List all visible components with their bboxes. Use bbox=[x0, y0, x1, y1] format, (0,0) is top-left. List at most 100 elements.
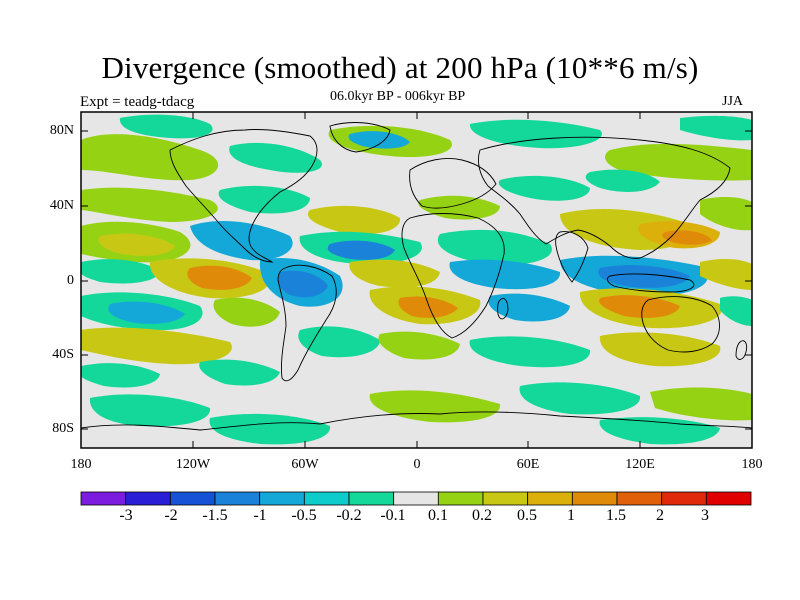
colorbar-label: 0.1 bbox=[428, 507, 448, 524]
colorbar-label: 0.5 bbox=[517, 507, 537, 524]
colorbar bbox=[80, 491, 752, 506]
colorbar-label: 1.5 bbox=[606, 507, 626, 524]
lat-label-80n: 80N bbox=[49, 123, 74, 138]
contour-fill bbox=[307, 205, 401, 235]
contour-fill bbox=[437, 229, 552, 265]
contour-fill bbox=[278, 270, 328, 298]
coastline-greenland bbox=[329, 122, 391, 153]
contour-fill bbox=[469, 336, 591, 368]
lon-label-60w: 60W bbox=[291, 457, 319, 472]
lat-label-0: 0 bbox=[67, 273, 74, 288]
contour-fill bbox=[680, 115, 752, 141]
contour-fill bbox=[190, 221, 293, 261]
contour-fill bbox=[81, 327, 232, 365]
coastline-india bbox=[555, 231, 589, 283]
contour-fill bbox=[348, 131, 410, 149]
lon-label-60e: 60E bbox=[516, 457, 540, 472]
contour-fill bbox=[119, 114, 213, 139]
contour-fill bbox=[89, 394, 211, 427]
coastline-europe bbox=[409, 158, 497, 209]
colorbar-swatch bbox=[527, 491, 573, 506]
coastline-north-america bbox=[169, 129, 318, 263]
colorbar-label: -2 bbox=[164, 507, 178, 524]
coastline-asia bbox=[477, 136, 731, 259]
colorbar-label: 1 bbox=[567, 507, 575, 524]
contour-fill bbox=[81, 134, 219, 181]
colorbar-swatch bbox=[661, 491, 707, 506]
lat-label-80s: 80S bbox=[52, 421, 74, 436]
contour-fill bbox=[199, 359, 280, 386]
colorbar-swatch bbox=[214, 491, 261, 506]
contour-fill bbox=[700, 196, 752, 231]
contour-fill bbox=[498, 175, 590, 201]
coastline-madagascar bbox=[497, 298, 509, 320]
contour-fill bbox=[662, 230, 712, 245]
colorbar-label: -1.5 bbox=[202, 507, 228, 524]
contour-fill bbox=[599, 295, 680, 318]
lon-label-0: 0 bbox=[413, 457, 421, 472]
colorbar-label: 3 bbox=[701, 507, 709, 524]
coastline-africa bbox=[401, 213, 505, 339]
coastline-new-zealand bbox=[735, 340, 748, 360]
contour-fill bbox=[81, 259, 160, 284]
contour-fill bbox=[700, 258, 752, 290]
lon-ticks bbox=[80, 112, 753, 448]
season-label: JJA bbox=[722, 94, 744, 109]
map-title: Divergence (smoothed) at 200 hPa (10**6 … bbox=[101, 50, 699, 85]
contour-fill bbox=[488, 293, 570, 322]
contour-fill bbox=[519, 382, 641, 415]
colorbar-swatch bbox=[571, 491, 618, 506]
coastlines bbox=[81, 122, 752, 431]
contour-fill bbox=[81, 187, 218, 222]
colorbar-swatch bbox=[482, 491, 529, 506]
colorbar-swatch bbox=[259, 491, 305, 506]
colorbar-label: -0.1 bbox=[380, 507, 406, 524]
contour-fill bbox=[599, 417, 720, 445]
colorbar-swatch bbox=[169, 491, 216, 506]
colorbar-label: -0.2 bbox=[336, 507, 362, 524]
colorbar-swatch bbox=[705, 491, 752, 506]
contour-fill bbox=[650, 387, 752, 421]
colorbar-swatch bbox=[616, 491, 663, 506]
coastline-australia bbox=[641, 296, 720, 353]
contour-fill bbox=[298, 326, 380, 358]
colorbar-label: -3 bbox=[119, 507, 133, 524]
lon-label-180e: 180 bbox=[741, 457, 763, 472]
contour-fill bbox=[599, 332, 721, 367]
contour-fill bbox=[218, 185, 310, 214]
contour-fill bbox=[720, 296, 752, 326]
coastline-indonesia bbox=[606, 273, 695, 293]
period-label: 06.0kyr BP - 006kyr BP bbox=[330, 89, 466, 104]
lon-label-120e: 120E bbox=[625, 457, 655, 472]
contour-fill bbox=[605, 143, 752, 181]
contour-fill bbox=[108, 301, 185, 324]
contour-fill bbox=[598, 265, 690, 288]
colorbar-swatch bbox=[348, 491, 395, 506]
contour-fill bbox=[349, 259, 440, 288]
contour-fill bbox=[81, 363, 160, 388]
contour-fill bbox=[398, 296, 458, 318]
contour-fill bbox=[98, 233, 175, 256]
colorbar-swatch bbox=[303, 491, 350, 506]
colorbar-swatch bbox=[80, 491, 127, 506]
contour-fill bbox=[209, 413, 331, 445]
contour-fill bbox=[327, 240, 395, 260]
lat-label-40n: 40N bbox=[49, 198, 74, 213]
lat-ticks bbox=[81, 130, 752, 430]
colorbar-label: -1 bbox=[253, 507, 267, 524]
colorbar-label: 0.2 bbox=[472, 507, 492, 524]
contour-fill bbox=[369, 390, 501, 423]
experiment-label: Expt = teadg-tdacg bbox=[80, 94, 195, 110]
contour-fill bbox=[585, 169, 660, 192]
contour-fill bbox=[378, 331, 460, 360]
coastline-antarctica bbox=[81, 411, 752, 431]
colorbar-label: -0.5 bbox=[291, 507, 317, 524]
contour-fill bbox=[187, 265, 252, 290]
lon-label-180w: 180 bbox=[70, 457, 92, 472]
contour-fill bbox=[449, 259, 561, 290]
colorbar-swatch bbox=[437, 491, 484, 506]
divergence-field bbox=[81, 112, 752, 448]
colorbar-label: 2 bbox=[656, 507, 664, 524]
contour-fill bbox=[469, 119, 602, 149]
